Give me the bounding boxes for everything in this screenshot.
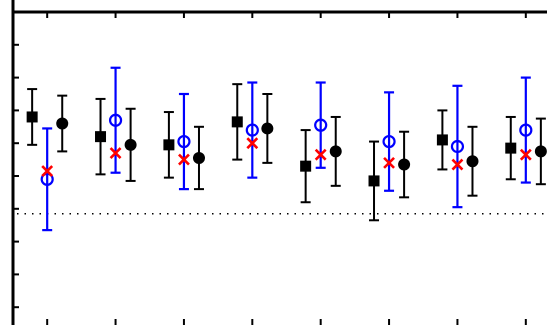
series-open-circle <box>40 66 533 232</box>
square-point <box>300 160 312 172</box>
x-point-stroke-b <box>314 148 327 161</box>
filled-circle-point <box>192 151 205 164</box>
square-point <box>505 142 517 154</box>
x-point-stroke-b <box>519 148 532 161</box>
filled-circle-point <box>466 155 479 168</box>
square-point <box>95 131 107 143</box>
x-point-stroke-b <box>41 165 54 177</box>
x-point-stroke-b <box>451 158 464 171</box>
square-point <box>26 111 38 123</box>
square-point <box>368 175 380 187</box>
series-filled-circle <box>56 93 547 199</box>
open-circle-point <box>245 123 259 137</box>
open-circle-point <box>314 118 328 132</box>
open-circle-point <box>177 134 191 149</box>
filled-circle-point <box>398 158 411 171</box>
series-filled-square <box>26 83 517 222</box>
open-circle-point <box>519 123 533 137</box>
square-point <box>231 116 243 128</box>
x-point-stroke-b <box>383 156 395 169</box>
open-circle-point <box>450 139 465 154</box>
filled-circle-point <box>56 117 69 130</box>
series-x <box>41 137 532 177</box>
filled-circle-point <box>329 145 342 158</box>
x-point-stroke-b <box>178 153 190 166</box>
x-point-stroke-b <box>109 147 122 159</box>
filled-circle-point <box>534 145 547 158</box>
open-circle-point <box>108 113 123 127</box>
x-point-stroke-b <box>246 137 259 150</box>
square-point <box>163 139 175 151</box>
open-circle-point <box>40 172 54 186</box>
open-circle-point <box>382 134 396 149</box>
filled-circle-point <box>261 122 274 135</box>
square-point <box>436 134 448 146</box>
data-marks <box>26 66 547 232</box>
plot-frame <box>11 0 547 325</box>
filled-circle-point <box>124 138 137 151</box>
